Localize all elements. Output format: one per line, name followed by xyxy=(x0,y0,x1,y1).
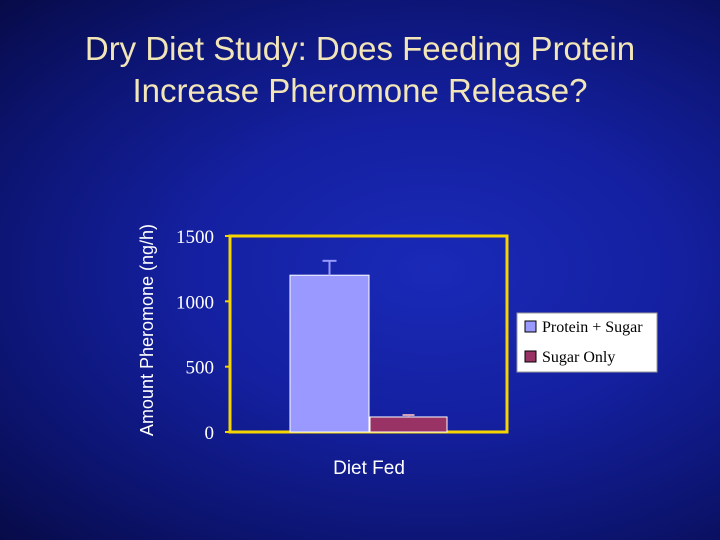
legend-label: Sugar Only xyxy=(542,349,615,366)
y-tick-label: 500 xyxy=(186,358,215,379)
bar-protein-sugar xyxy=(289,274,370,433)
legend-label: Protein + Sugar xyxy=(542,319,643,336)
y-tick-label: 1500 xyxy=(176,227,214,248)
slide-title-line-2: Increase Pheromone Release? xyxy=(132,72,588,109)
legend-swatch xyxy=(524,320,537,333)
legend-box xyxy=(516,312,658,373)
y-axis-ticks: 0 500 1000 1500 xyxy=(176,227,230,444)
legend-swatch xyxy=(524,350,537,363)
legend: Protein + Sugar Sugar Only xyxy=(516,312,658,373)
bar-sugar-only xyxy=(369,416,448,433)
y-tick-label: 0 xyxy=(205,423,215,444)
x-axis-title: Diet Fed xyxy=(333,458,405,479)
slide-title: Dry Diet Study: Does Feeding Protein Inc… xyxy=(0,28,720,112)
bars xyxy=(289,259,448,433)
y-axis-title: Amount Pheromone (ng/h) xyxy=(137,224,157,436)
slide-title-line-1: Dry Diet Study: Does Feeding Protein xyxy=(84,30,636,67)
y-tick-label: 1000 xyxy=(176,292,214,313)
